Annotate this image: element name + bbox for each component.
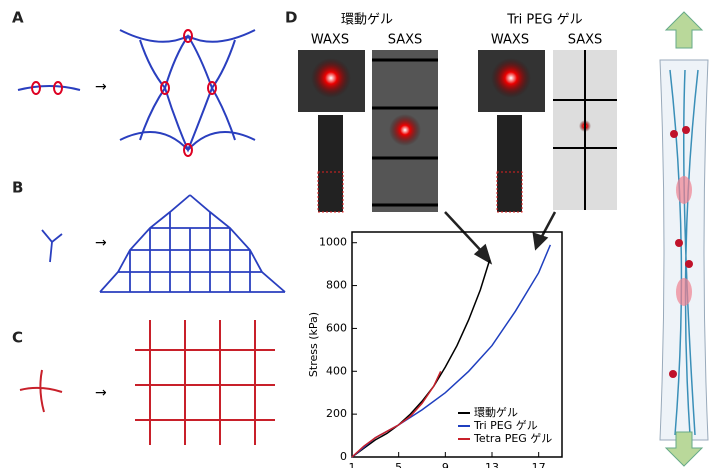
- y-tick-label: 600: [326, 321, 347, 334]
- panel-label: D: [285, 9, 297, 27]
- arrow-sign: →: [95, 235, 107, 251]
- series-line: [352, 371, 441, 457]
- legend-label: 環動ゲル: [474, 405, 518, 419]
- legend-label: Tri PEG ゲル: [473, 419, 538, 432]
- panel-label: A: [12, 9, 24, 27]
- saxs-label: SAXS: [388, 33, 423, 48]
- schematic-c: [20, 320, 275, 445]
- x-tick-label: 17: [532, 461, 546, 468]
- arrow-sign: →: [95, 79, 107, 95]
- saxs-label: SAXS: [568, 33, 603, 48]
- legend-label: Tetra PEG ゲル: [473, 432, 552, 445]
- panel-label: C: [12, 329, 23, 347]
- x-tick-label: 5: [395, 461, 402, 468]
- y-tick-label: 800: [326, 279, 347, 292]
- arrow-sign: →: [95, 385, 107, 401]
- y-tick-label: 0: [340, 450, 347, 463]
- stretched-gel: [660, 12, 708, 466]
- y-tick-label: 400: [326, 364, 347, 377]
- waxs-label: WAXS: [491, 33, 529, 48]
- y-tick-label: 1000: [319, 236, 347, 249]
- panel-label: B: [12, 179, 23, 197]
- waxs-label: WAXS: [311, 33, 349, 48]
- xray-images: [298, 50, 617, 212]
- y-tick-label: 200: [326, 407, 347, 420]
- gel-name: Tri PEG ゲル: [506, 13, 582, 28]
- figure: A B C D → → → 環動ゲル Tri PEG ゲル WAXS SAXS …: [0, 0, 715, 468]
- pointer-arrows: [445, 212, 555, 262]
- schematic-b: [42, 195, 285, 292]
- series-line: [352, 260, 490, 457]
- x-tick-label: 9: [442, 461, 449, 468]
- gel-name: 環動ゲル: [341, 13, 393, 28]
- schematic-a: [18, 30, 255, 156]
- y-axis-label: Stress (kPa): [307, 312, 320, 377]
- x-tick-label: 1: [349, 461, 356, 468]
- stress-chart: 020040060080010001591317Extension RatioS…: [307, 232, 562, 468]
- x-tick-label: 13: [485, 461, 499, 468]
